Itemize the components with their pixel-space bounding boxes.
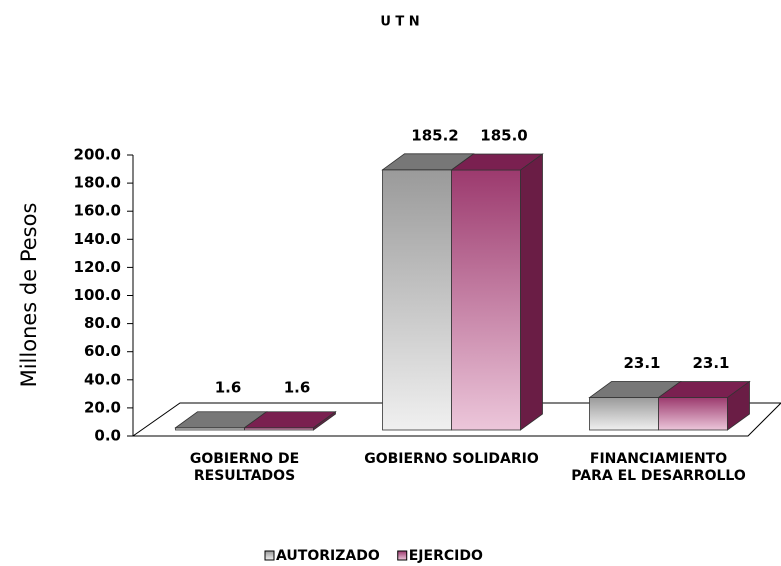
y-tick-label: 140.0 xyxy=(74,230,121,248)
y-tick-label: 180.0 xyxy=(74,174,121,192)
legend-swatch xyxy=(397,550,408,561)
y-tick-label: 200.0 xyxy=(74,146,121,164)
y-tick-label: 100.0 xyxy=(74,286,121,304)
y-tick-label: 80.0 xyxy=(84,314,121,332)
bar xyxy=(589,397,659,431)
value-label: 23.1 xyxy=(623,354,660,372)
value-label: 23.1 xyxy=(692,354,729,372)
value-label: 185.0 xyxy=(480,127,527,145)
bar xyxy=(382,169,452,431)
value-label: 1.6 xyxy=(215,379,242,397)
y-tick-label: 60.0 xyxy=(84,342,121,360)
x-tick-label: FINANCIAMIENTO PARA EL DESARROLLO xyxy=(571,451,746,484)
y-axis-label: Millones de Pesos xyxy=(17,203,41,388)
bar-side xyxy=(727,380,750,431)
y-tick-label: 160.0 xyxy=(74,202,121,220)
bar xyxy=(451,169,521,431)
legend-label: AUTORIZADO xyxy=(276,548,380,564)
y-tick-label: 40.0 xyxy=(84,370,121,388)
value-label: 185.2 xyxy=(411,126,458,144)
x-tick-label: GOBIERNO SOLIDARIO xyxy=(364,451,539,467)
value-label: 1.6 xyxy=(284,379,311,397)
legend-swatch xyxy=(264,550,275,561)
bar-side xyxy=(313,410,336,431)
bar-side xyxy=(520,153,543,431)
chart-title: U T N xyxy=(380,15,419,30)
legend-label: EJERCIDO xyxy=(409,548,483,564)
y-tick-label: 0.0 xyxy=(94,427,121,445)
bar xyxy=(658,397,728,431)
y-tick-label: 20.0 xyxy=(84,398,121,416)
x-tick-label: GOBIERNO DE RESULTADOS xyxy=(189,451,300,484)
y-tick-label: 120.0 xyxy=(74,258,121,276)
